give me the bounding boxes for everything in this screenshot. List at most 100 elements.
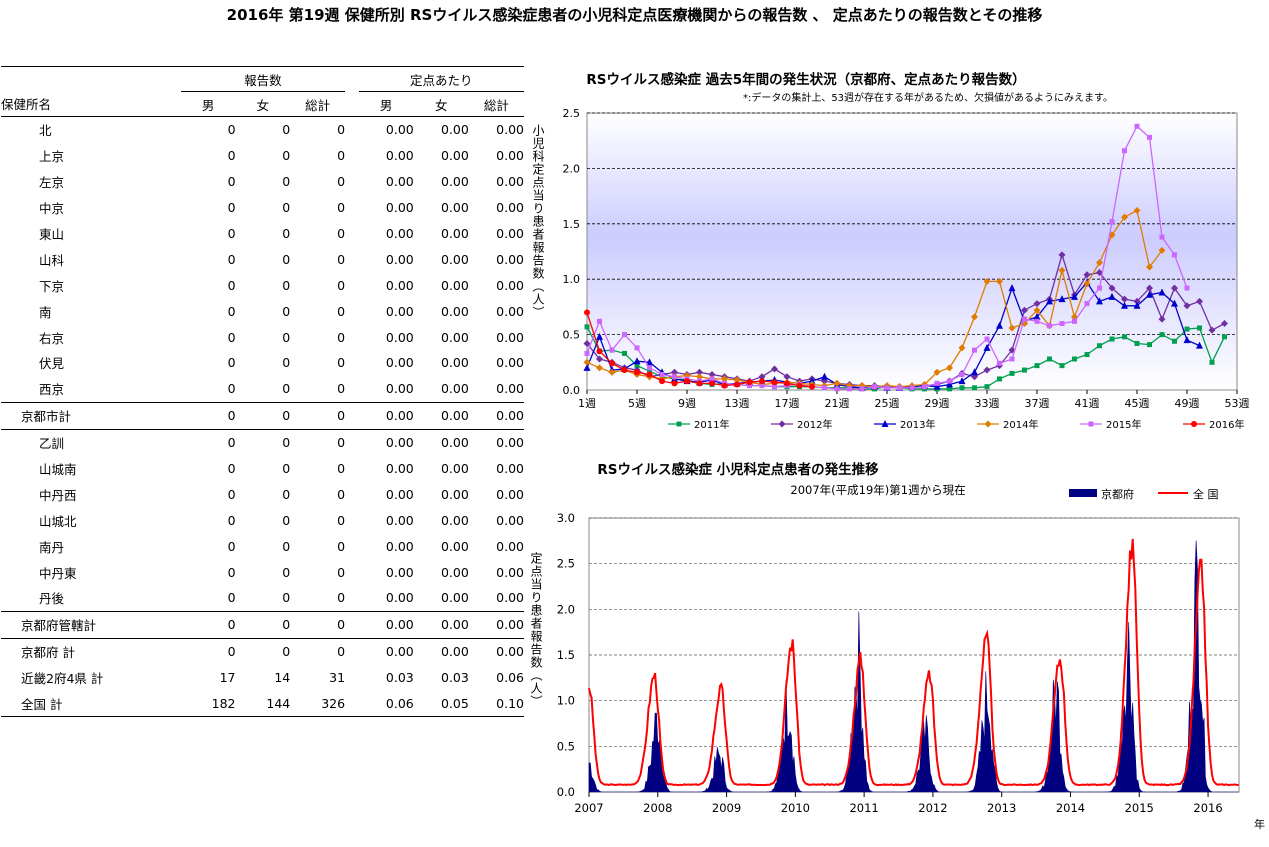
x-tick-label: 2011 — [849, 801, 878, 815]
cell-total: 0 — [337, 408, 346, 424]
legend-marker — [1088, 421, 1094, 427]
cell-rate-male: 0.00 — [385, 617, 414, 633]
data-point — [1108, 292, 1116, 300]
data-point — [634, 345, 640, 351]
kyoto-area — [588, 540, 1239, 793]
data-point — [859, 386, 865, 392]
cell-female: 0 — [282, 355, 291, 371]
cell-rate-female: 0.00 — [441, 174, 469, 190]
cell-rate-female: 0.00 — [441, 251, 469, 267]
legend-item: 2014年 — [977, 418, 1038, 431]
data-point — [1158, 288, 1166, 296]
cell-female: 0 — [282, 200, 291, 216]
data-point — [1009, 370, 1015, 376]
cell-total: 0 — [337, 329, 346, 345]
data-point — [996, 321, 1003, 329]
cell-total: 326 — [321, 696, 346, 712]
data-point — [1147, 342, 1152, 348]
cell-rate-total: 0.00 — [496, 122, 524, 138]
data-point — [1134, 123, 1140, 129]
cell-male: 0 — [227, 226, 236, 241]
data-point — [1172, 338, 1177, 344]
cell-rate-total: 0.00 — [496, 303, 524, 319]
cell-rate-total: 0.00 — [496, 355, 524, 371]
col-header-female: 女 — [256, 97, 270, 113]
y-tick-label: 2.5 — [557, 557, 575, 571]
data-point — [596, 332, 603, 340]
data-point — [1221, 320, 1228, 328]
data-point — [1058, 295, 1066, 303]
col-header-name: 保健所名 — [1, 97, 52, 113]
cell-male: 0 — [227, 590, 236, 606]
table-row: 山城南 0 0 0 0.00 0.00 0.00 — [1, 456, 524, 482]
cell-rate-female: 0.00 — [441, 486, 469, 502]
row-name: 南丹 — [39, 539, 65, 555]
cell-total: 0 — [337, 538, 346, 554]
trend-chart: RSウイルス感染症 小児科定点患者の発生推移 2007年(平成19年)第1週から現… — [529, 461, 1265, 831]
data-point — [584, 309, 590, 316]
data-point — [758, 373, 766, 381]
cell-female: 0 — [282, 329, 291, 345]
cell-rate-total: 0.00 — [496, 617, 524, 633]
legend-item: 京都府 — [1069, 487, 1134, 501]
cell-rate-total: 0.00 — [496, 512, 524, 528]
x-tick-label: 2014 — [1056, 801, 1085, 815]
table-row: 西京 0 0 0 0.00 0.00 0.00 — [1, 376, 524, 402]
x-tick-label: 2009 — [712, 801, 741, 815]
row-name: 乙訓 — [39, 436, 65, 452]
row-name: 京都府管轄計 — [21, 618, 97, 634]
data-point — [583, 339, 591, 347]
data-point — [696, 373, 703, 381]
chart-title: RSウイルス感染症 小児科定点患者の発生推移 — [597, 461, 879, 478]
cell-rate-total: 0.00 — [496, 329, 524, 345]
cell-rate-male: 0.00 — [385, 148, 414, 164]
data-point — [721, 375, 728, 383]
chart-subtitle: *:データの集計上、53週が存在する年があるため、欠損値があるようにみえます。 — [743, 91, 1113, 104]
x-tick-label: 49週 — [1175, 397, 1200, 410]
row-name: 中丹東 — [39, 565, 77, 581]
cell-rate-total: 0.00 — [496, 200, 524, 216]
x-tick-label: 37週 — [1025, 397, 1050, 410]
data-point — [1021, 306, 1028, 314]
legend-swatch — [1069, 489, 1097, 497]
cell-female: 0 — [282, 381, 291, 397]
data-point — [646, 371, 653, 378]
x-tick-label: 2013 — [987, 801, 1016, 815]
x-tick-label: 2015 — [1125, 801, 1154, 815]
cell-total: 0 — [337, 381, 346, 397]
data-point — [709, 376, 715, 382]
cell-total: 0 — [337, 617, 346, 633]
data-point — [947, 378, 952, 384]
cell-rate-total: 0.00 — [496, 564, 524, 580]
legend-marker — [676, 421, 682, 427]
cell-total: 0 — [337, 174, 346, 190]
row-name: 左京 — [39, 175, 65, 191]
row-name: 近畿2府4県 計 — [21, 671, 104, 687]
legend-label: 2015年 — [1106, 418, 1141, 431]
row-name: 上京 — [39, 149, 65, 165]
legend-marker — [778, 420, 786, 428]
table-row: 北 0 0 0 0.00 0.00 0.00 — [1, 117, 524, 143]
cell-total: 0 — [337, 251, 346, 267]
legend-item: 全 国 — [1158, 487, 1219, 501]
row-name: 北 — [39, 123, 52, 139]
data-point — [1146, 284, 1153, 292]
cell-rate-female: 0.03 — [441, 670, 469, 686]
data-point — [909, 385, 915, 391]
data-point — [596, 348, 603, 355]
data-point — [946, 380, 953, 388]
table-row: 東山 0 0 0 0.00 0.00 0.00 — [1, 221, 524, 247]
data-point — [597, 318, 602, 324]
cell-male: 0 — [227, 329, 236, 345]
row-name: 東山 — [39, 227, 65, 242]
data-point — [784, 380, 790, 387]
row-name: 右京 — [39, 330, 65, 346]
x-tick-label: 2007 — [574, 801, 603, 815]
data-point — [1183, 336, 1191, 344]
data-point — [759, 383, 765, 389]
cell-male: 0 — [227, 435, 236, 451]
data-point — [696, 380, 703, 387]
data-point — [1108, 284, 1116, 292]
data-point — [783, 373, 791, 381]
data-point — [709, 380, 715, 387]
